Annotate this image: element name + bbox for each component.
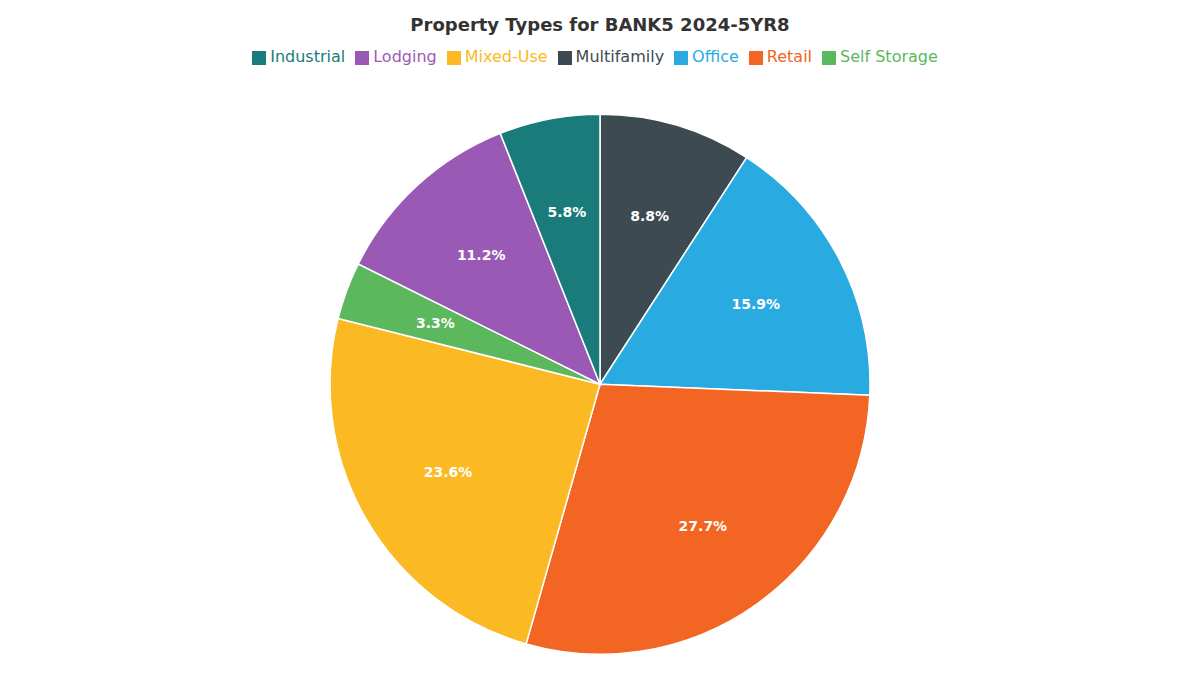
- svg-text:27.7%: 27.7%: [679, 518, 728, 534]
- svg-text:3.3%: 3.3%: [416, 315, 455, 331]
- svg-text:23.6%: 23.6%: [424, 464, 473, 480]
- html-text:Self Storage: Self Storage: [840, 47, 938, 66]
- svg-text:8.8%: 8.8%: [630, 208, 669, 224]
- html-text:Multifamily: Multifamily: [575, 47, 665, 66]
- html-text:Lodging: Lodging: [373, 47, 437, 66]
- html-text:Industrial: Industrial: [270, 47, 346, 66]
- html-text:Retail: Retail: [766, 47, 812, 66]
- svg-text:5.8%: 5.8%: [548, 204, 587, 220]
- html-text:Office: Office: [692, 47, 739, 66]
- svg-text:11.2%: 11.2%: [457, 247, 506, 263]
- html-text:Mixed-Use: Mixed-Use: [464, 47, 548, 66]
- html-text:Property Types for BANK5 2024-: Property Types for BANK5 2024-5YR8: [410, 14, 790, 35]
- svg-text:15.9%: 15.9%: [732, 296, 781, 312]
